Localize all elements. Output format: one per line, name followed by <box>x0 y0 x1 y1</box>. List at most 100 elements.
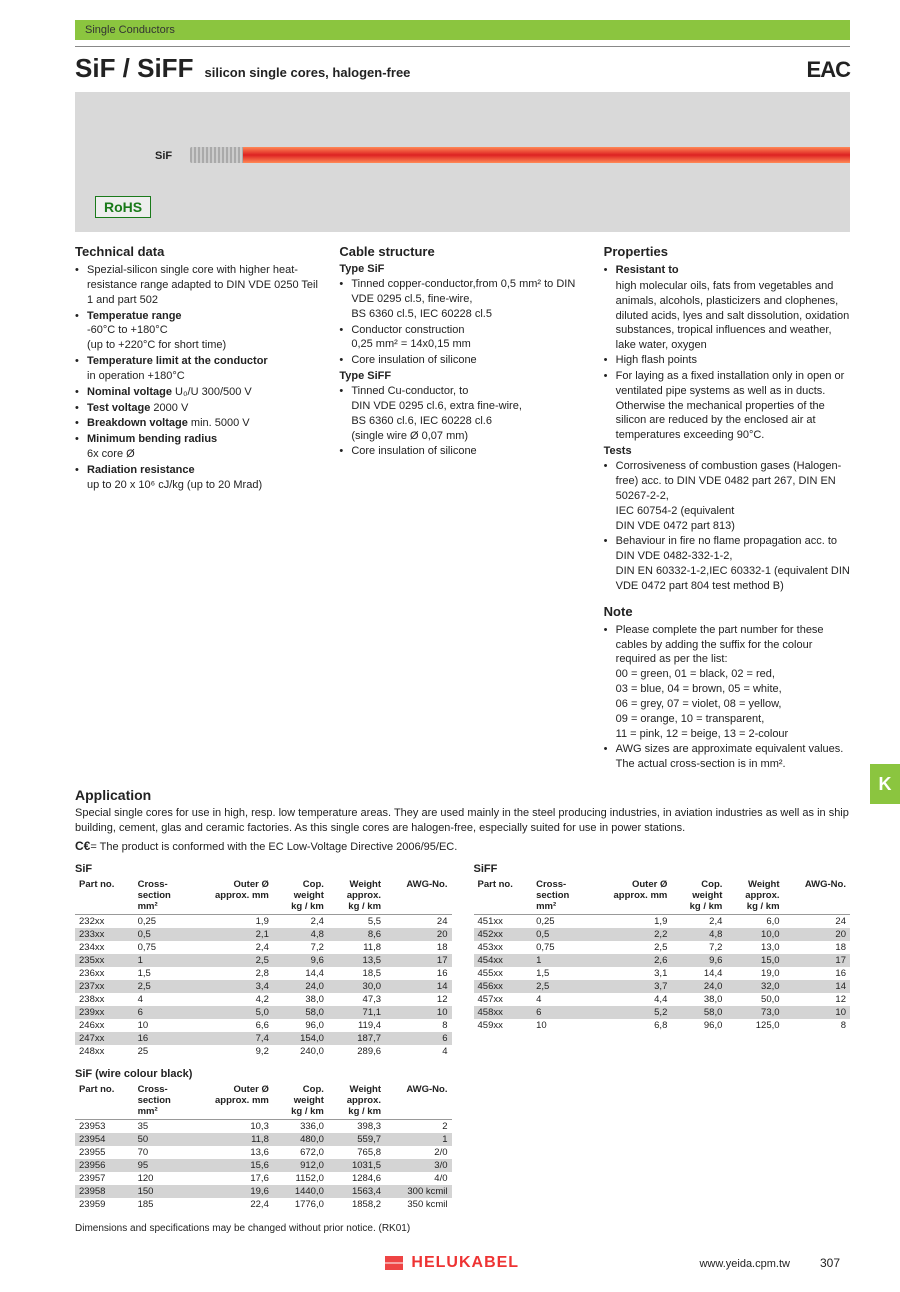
properties-col: Properties Resistant to high molecular o… <box>604 244 850 773</box>
note-item: AWG sizes are approximate equivalent val… <box>604 742 850 772</box>
table-row: 239557013,6672,0765,82/0 <box>75 1146 452 1159</box>
table-row: 246xx106,696,0119,48 <box>75 1019 452 1032</box>
col-header: Cross-sectionmm² <box>532 877 588 915</box>
brand-logo: HELUKABEL <box>385 1254 519 1272</box>
note-heading: Note <box>604 604 850 619</box>
technical-item: Breakdown voltage min. 5000 V <box>75 416 321 431</box>
category-bar: Single Conductors <box>75 20 850 40</box>
table-row: 235xx12,59,613,517 <box>75 954 452 967</box>
col-header: Cross-sectionmm² <box>134 877 190 915</box>
resistant-heading: Resistant to <box>616 264 679 276</box>
sifb-table-title: SiF (wire colour black) <box>75 1068 452 1080</box>
table-row: 248xx259,2240,0289,64 <box>75 1045 452 1058</box>
page-subtitle: silicon single cores, halogen-free <box>205 65 411 80</box>
section-tab-k: K <box>870 764 900 804</box>
col-header: Cop.weightkg / km <box>671 877 726 915</box>
note-item: Please complete the part number for thes… <box>604 623 850 742</box>
structure-item: Core insulation of silicone <box>339 444 585 459</box>
technical-item: Test voltage 2000 V <box>75 401 321 416</box>
col-header: AWG-No. <box>385 877 451 915</box>
type-siff-heading: Type SiFF <box>339 370 585 382</box>
table-row: 452xx0,52,24,810,020 <box>474 928 851 941</box>
technical-data-col: Technical data Spezial-silicon single co… <box>75 244 321 773</box>
property-item: High flash points <box>604 353 850 368</box>
cable-structure-col: Cable structure Type SiF Tinned copper-c… <box>339 244 585 773</box>
wire-conductor <box>190 147 245 163</box>
page-title: SiF / SiFF <box>75 53 193 83</box>
table-row: 457xx44,438,050,012 <box>474 993 851 1006</box>
col-header: Part no. <box>474 877 533 915</box>
tests-heading: Tests <box>604 445 850 457</box>
table-row: 239xx65,058,071,110 <box>75 1006 452 1019</box>
col-header: Outer Øapprox. mm <box>189 1082 273 1120</box>
application-heading: Application <box>75 787 850 803</box>
page-number: 307 <box>820 1256 840 1270</box>
table-row: 234xx0,752,47,211,818 <box>75 941 452 954</box>
hero-image: SiF RoHS <box>75 92 850 232</box>
title-row: SiF / SiFF silicon single cores, halogen… <box>75 46 850 84</box>
footer-url: www.yeida.cpm.tw <box>699 1258 789 1270</box>
test-item: Corrosiveness of combustion gases (Halog… <box>604 459 850 533</box>
type-sif-heading: Type SiF <box>339 263 585 275</box>
table-row: 2395918522,41776,01858,2350 kcmil <box>75 1198 452 1211</box>
ce-row: C€= The product is conformed with the EC… <box>75 839 850 853</box>
col-header: Cop.weightkg / km <box>273 877 328 915</box>
structure-item: Core insulation of silicone <box>339 353 585 368</box>
table-row: 454xx12,69,615,017 <box>474 954 851 967</box>
table-row: 456xx2,53,724,032,014 <box>474 980 851 993</box>
col-header: Weightapprox.kg / km <box>328 1082 385 1120</box>
sif-table-title: SiF <box>75 863 452 875</box>
col-header: Cross-sectionmm² <box>134 1082 190 1120</box>
structure-item: Tinned copper-conductor,from 0,5 mm² to … <box>339 277 585 322</box>
test-item: Behaviour in fire no flame propagation a… <box>604 534 850 593</box>
ce-mark-icon: C€ <box>75 839 90 853</box>
hero-label: SiF <box>155 150 172 162</box>
table-row: 455xx1,53,114,419,016 <box>474 967 851 980</box>
col-header: Part no. <box>75 1082 134 1120</box>
rohs-badge: RoHS <box>95 196 151 218</box>
col-header: Part no. <box>75 877 134 915</box>
table-row: 238xx44,238,047,312 <box>75 993 452 1006</box>
technical-item: Minimum bending radius6x core Ø <box>75 432 321 462</box>
technical-item: Nominal voltage U₀/U 300/500 V <box>75 385 321 400</box>
siff-table-title: SiFF <box>474 863 851 875</box>
table-row: 459xx106,896,0125,08 <box>474 1019 851 1032</box>
sif-table: Part no.Cross-sectionmm²Outer Øapprox. m… <box>75 877 452 1058</box>
sifb-table: Part no.Cross-sectionmm²Outer Øapprox. m… <box>75 1082 452 1211</box>
table-row: 232xx0,251,92,45,524 <box>75 914 452 928</box>
resistant-text: high molecular oils, fats from vegetable… <box>604 279 850 353</box>
table-row: 458xx65,258,073,010 <box>474 1006 851 1019</box>
ce-text: = The product is conformed with the EC L… <box>90 841 457 853</box>
table-row: 239533510,3336,0398,32 <box>75 1119 452 1133</box>
technical-item: Spezial-silicon single core with higher … <box>75 263 321 308</box>
table-row: 233xx0,52,14,88,620 <box>75 928 452 941</box>
technical-heading: Technical data <box>75 244 321 259</box>
col-header: AWG-No. <box>385 1082 451 1120</box>
col-header: Cop.weightkg / km <box>273 1082 328 1120</box>
structure-heading: Cable structure <box>339 244 585 259</box>
structure-item: Conductor construction0,25 mm² = 14x0,15… <box>339 323 585 353</box>
technical-item: Temperatue range-60°C to +180°C(up to +2… <box>75 309 321 354</box>
property-item: For laying as a fixed installation only … <box>604 369 850 443</box>
table-row: 2395815019,61440,01563,4300 kcmil <box>75 1185 452 1198</box>
table-row: 236xx1,52,814,418,516 <box>75 967 452 980</box>
structure-item: Tinned Cu-conductor, toDIN VDE 0295 cl.6… <box>339 384 585 443</box>
table-row: 453xx0,752,57,213,018 <box>474 941 851 954</box>
application-text: Special single cores for use in high, re… <box>75 806 850 836</box>
col-header: Outer Øapprox. mm <box>588 877 672 915</box>
technical-item: Temperature limit at the conductorin ope… <box>75 354 321 384</box>
table-row: 451xx0,251,92,46,024 <box>474 914 851 928</box>
eac-mark: EAC <box>807 57 850 83</box>
siff-table: Part no.Cross-sectionmm²Outer Øapprox. m… <box>474 877 851 1032</box>
table-row: 237xx2,53,424,030,014 <box>75 980 452 993</box>
brand-icon <box>385 1256 403 1270</box>
wire-insulation <box>243 147 850 163</box>
table-row: 239569515,6912,01031,53/0 <box>75 1159 452 1172</box>
table-row: 239545011,8480,0559,71 <box>75 1133 452 1146</box>
col-header: Outer Øapprox. mm <box>189 877 273 915</box>
brand-text: HELUKABEL <box>411 1254 519 1272</box>
footnote: Dimensions and specifications may be cha… <box>75 1223 850 1234</box>
table-row: 2395712017,61152,01284,64/0 <box>75 1172 452 1185</box>
col-header: Weightapprox.kg / km <box>328 877 385 915</box>
table-row: 247xx167,4154,0187,76 <box>75 1032 452 1045</box>
